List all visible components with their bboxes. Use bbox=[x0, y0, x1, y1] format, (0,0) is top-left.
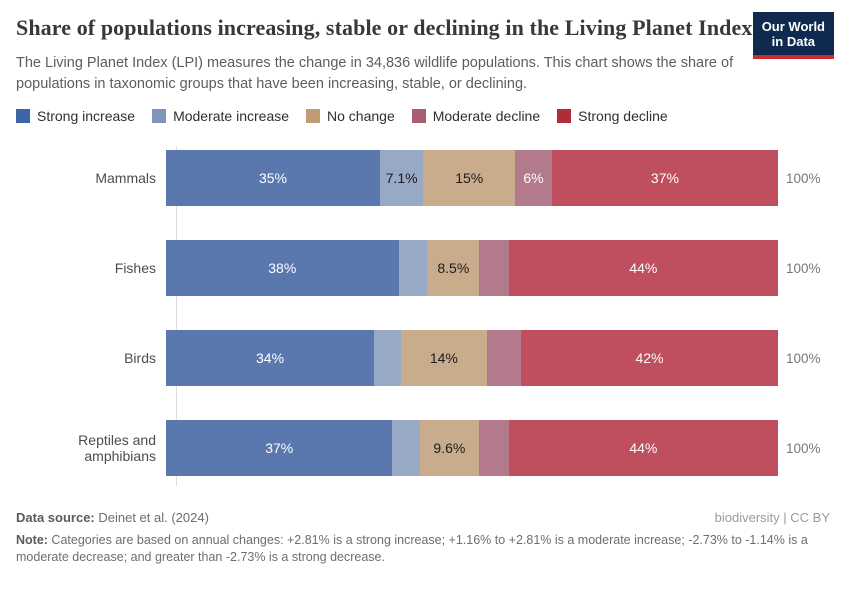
legend-swatch-icon bbox=[16, 109, 30, 124]
legend-item-label: Strong increase bbox=[37, 108, 136, 125]
total-label: 100% bbox=[786, 170, 821, 186]
total-label: 100% bbox=[786, 260, 821, 276]
chart-row-fishes: Fishes 38% 8.5% 44% 100% bbox=[16, 240, 830, 297]
bar-segment[interactable]: 15% bbox=[423, 150, 516, 207]
owid-logo-line1: Our World bbox=[761, 19, 825, 34]
legend-item-strong-decline[interactable]: Strong decline bbox=[557, 108, 668, 124]
bar-segment[interactable] bbox=[486, 330, 521, 387]
header: Share of populations increasing, stable … bbox=[16, 12, 834, 59]
chart-subtitle: The Living Planet Index (LPI) measures t… bbox=[16, 55, 734, 93]
category-label: Fishes bbox=[114, 260, 156, 277]
category-label: Mammals bbox=[95, 170, 156, 187]
legend-swatch-icon bbox=[306, 109, 321, 124]
data-source-label: Data source: bbox=[16, 510, 95, 526]
legend-swatch-icon bbox=[411, 109, 426, 124]
source-row: Data source: Deinet et al. (2024) biodiv… bbox=[16, 510, 830, 525]
legend-item-strong-increase[interactable]: Strong increase bbox=[16, 108, 135, 124]
note-label: Note: bbox=[16, 533, 48, 548]
bar-segment[interactable]: 44% bbox=[508, 240, 778, 297]
bar-segment[interactable] bbox=[478, 420, 509, 477]
footer: Data source: Deinet et al. (2024) biodiv… bbox=[16, 510, 830, 566]
legend-item-label: Moderate increase bbox=[173, 108, 290, 125]
chart-row-birds: Birds 34% 14% 42% 100% bbox=[16, 330, 830, 387]
bar-segment[interactable]: 38% bbox=[166, 240, 399, 297]
category-label: Birds bbox=[124, 350, 156, 367]
legend-item-label: Strong decline bbox=[578, 108, 668, 125]
note-value: Categories are based on annual changes: … bbox=[16, 533, 808, 565]
legend-item-moderate-decline[interactable]: Moderate decline bbox=[411, 108, 541, 125]
chart-note: Note: Categories are based on annual cha… bbox=[16, 532, 822, 566]
stacked-bar-chart: Mammals 35% 7.1% 15% 6% 37% 100% Fishes 38% 8… bbox=[16, 147, 830, 487]
legend-item-label: No change bbox=[327, 108, 395, 125]
legend-item-no-change[interactable]: No change bbox=[306, 108, 395, 124]
bar-segment[interactable]: 34% bbox=[166, 330, 375, 387]
data-source: Data source: Deinet et al. (2024) bbox=[16, 510, 209, 525]
chart-row-mammals: Mammals 35% 7.1% 15% 6% 37% 100% bbox=[16, 150, 830, 207]
legend-swatch-icon bbox=[557, 109, 572, 124]
bar-segment[interactable]: 35% bbox=[166, 150, 380, 207]
license-link[interactable]: biodiversity | CC BY bbox=[714, 510, 830, 526]
stacked-bar: 37% 9.6% 44% bbox=[166, 420, 778, 477]
stacked-bar: 38% 8.5% 44% bbox=[166, 240, 778, 297]
total-label: 100% bbox=[786, 350, 821, 366]
data-source-value: Deinet et al. (2024) bbox=[94, 510, 209, 526]
legend: Strong increase Moderate increase No cha… bbox=[16, 108, 830, 124]
owid-logo[interactable]: Our World in Data bbox=[752, 12, 834, 59]
page-title: Share of populations increasing, stable … bbox=[16, 15, 753, 40]
bar-segment[interactable]: 37% bbox=[166, 420, 393, 477]
legend-item-moderate-increase[interactable]: Moderate increase bbox=[152, 108, 289, 124]
stacked-bar: 34% 14% 42% bbox=[166, 330, 778, 387]
bar-segment[interactable]: 7.1% bbox=[379, 150, 424, 207]
stacked-bar: 35% 7.1% 15% 6% 37% bbox=[166, 150, 778, 207]
bar-segment[interactable]: 14% bbox=[401, 330, 487, 387]
bar-segment[interactable] bbox=[398, 240, 428, 297]
bar-segment[interactable]: 8.5% bbox=[427, 240, 480, 297]
legend-item-label: Moderate decline bbox=[432, 108, 541, 125]
bar-segment[interactable] bbox=[392, 420, 420, 477]
legend-swatch-icon bbox=[152, 109, 167, 124]
total-label: 100% bbox=[786, 440, 821, 456]
owid-logo-line2: in Data bbox=[771, 34, 816, 49]
category-label: Reptiles and amphibians bbox=[78, 432, 156, 465]
bar-segment[interactable]: 44% bbox=[508, 420, 778, 477]
bar-segment[interactable]: 6% bbox=[515, 150, 552, 207]
bar-segment[interactable] bbox=[374, 330, 401, 387]
bar-segment[interactable]: 9.6% bbox=[419, 420, 479, 477]
bar-segment[interactable] bbox=[479, 240, 509, 297]
chart-row-reptiles-and-amphibians: Reptiles and amphibians 37% 9.6% 44% 100% bbox=[16, 420, 830, 477]
bar-segment[interactable]: 42% bbox=[520, 330, 778, 387]
bar-segment[interactable]: 37% bbox=[551, 150, 778, 207]
